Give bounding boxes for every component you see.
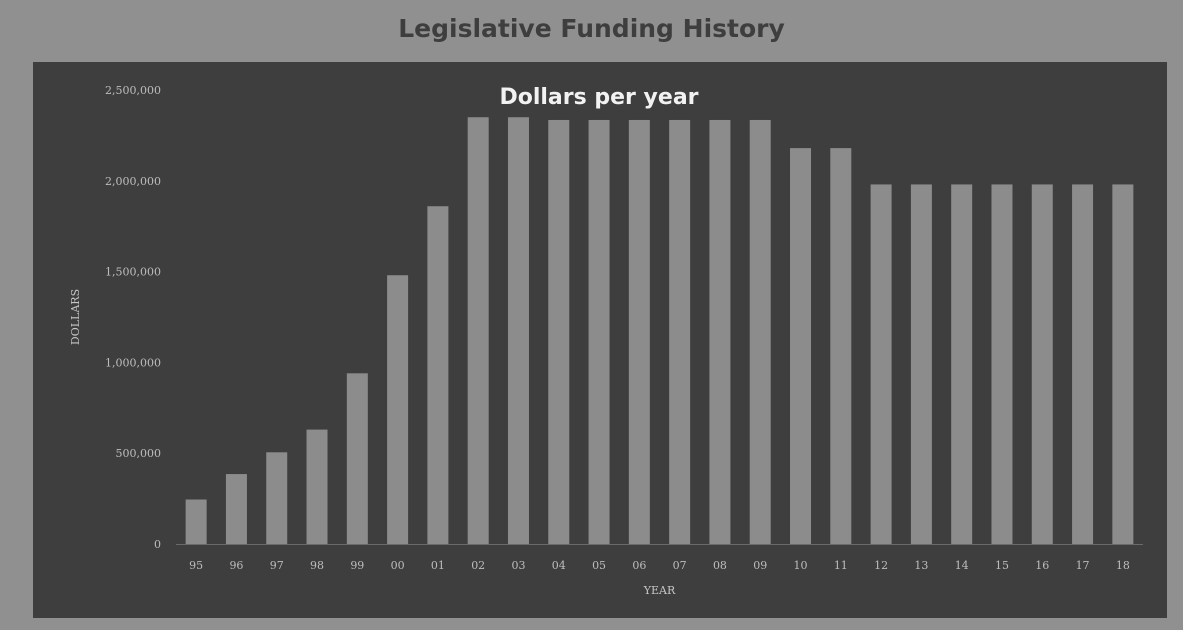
- y-tick-label: 0: [154, 538, 161, 551]
- chart-panel: Dollars per year 0 500,000 1,000,000 1,500,…: [33, 62, 1167, 618]
- x-tick-label: 02: [471, 559, 485, 572]
- bar-97: [266, 452, 288, 544]
- bar-02: [467, 117, 489, 545]
- bar-08: [709, 119, 731, 545]
- x-tick-label: 18: [1116, 559, 1130, 572]
- y-tick-label: 2,500,000: [105, 84, 161, 97]
- bar-11: [830, 148, 852, 544]
- x-tick-label: 10: [794, 559, 808, 572]
- bar-09: [749, 119, 771, 545]
- x-tick-label: 11: [834, 559, 848, 572]
- bar-18: [1112, 184, 1134, 544]
- y-axis-ticks: 0 500,000 1,000,000 1,500,000 2,000,000 2,500…: [105, 84, 161, 551]
- bar-03: [507, 117, 529, 545]
- x-tick-label: 16: [1035, 559, 1049, 572]
- bar-12: [870, 184, 892, 544]
- x-tick-label: 12: [874, 559, 888, 572]
- bar-98: [306, 429, 328, 544]
- x-tick-label: 06: [632, 559, 646, 572]
- bar-14: [951, 184, 973, 544]
- bar-96: [225, 474, 247, 544]
- x-axis-ticks: 95 96 97 98 99 00 01 02 03 04 05 06 07 08 09 10 11 12 13 14…: [189, 559, 1130, 572]
- y-tick-label: 2,000,000: [105, 175, 161, 188]
- bar-16: [1031, 184, 1053, 544]
- x-tick-label: 97: [270, 559, 284, 572]
- x-tick-label: 96: [229, 559, 243, 572]
- bar-15: [991, 184, 1013, 544]
- x-tick-label: 00: [391, 559, 405, 572]
- bar-99: [346, 373, 368, 544]
- page-title: Legislative Funding History: [398, 14, 785, 43]
- bar-01: [427, 206, 449, 544]
- y-axis-label: DOLLARS: [69, 289, 82, 345]
- y-tick-label: 500,000: [116, 447, 162, 460]
- x-tick-label: 09: [753, 559, 767, 572]
- bar-05: [588, 119, 610, 545]
- x-tick-label: 14: [955, 559, 969, 572]
- chart-title: Dollars per year: [499, 85, 698, 110]
- x-tick-label: 04: [552, 559, 566, 572]
- x-tick-label: 01: [431, 559, 445, 572]
- bar-chart: Dollars per year 0 500,000 1,000,000 1,500,…: [69, 84, 1143, 597]
- bar-07: [669, 119, 691, 545]
- x-tick-label: 95: [189, 559, 203, 572]
- x-tick-label: 03: [511, 559, 525, 572]
- bar-10: [790, 148, 812, 544]
- y-tick-label: 1,000,000: [105, 356, 161, 369]
- bars: [185, 117, 1134, 545]
- x-tick-label: 05: [592, 559, 606, 572]
- x-tick-label: 13: [914, 559, 928, 572]
- bar-17: [1072, 184, 1094, 544]
- bar-13: [910, 184, 932, 544]
- bar-06: [628, 119, 650, 545]
- x-axis-label: YEAR: [643, 584, 676, 597]
- x-tick-label: 07: [673, 559, 687, 572]
- x-tick-label: 99: [350, 559, 364, 572]
- x-tick-label: 15: [995, 559, 1009, 572]
- x-tick-label: 08: [713, 559, 727, 572]
- x-tick-label: 98: [310, 559, 324, 572]
- bar-04: [548, 119, 570, 545]
- bar-95: [185, 499, 207, 544]
- x-tick-label: 17: [1076, 559, 1090, 572]
- bar-00: [387, 275, 409, 544]
- y-tick-label: 1,500,000: [105, 266, 161, 279]
